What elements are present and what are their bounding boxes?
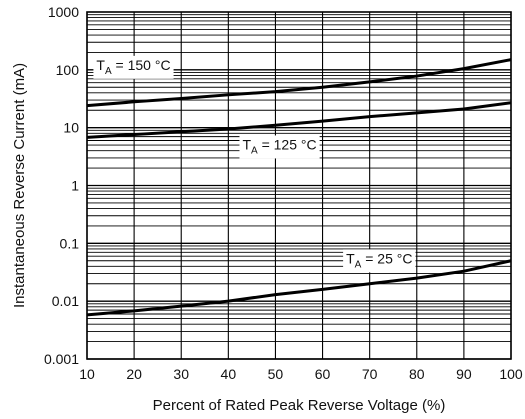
x-tick-label: 20 [126, 366, 142, 382]
x-tick-label: 70 [362, 366, 378, 382]
y-tick-label: 0.001 [44, 351, 79, 367]
series-label-2: TA = 125 °C [239, 135, 320, 159]
y-tick-label: 10 [63, 120, 79, 136]
series-labels-group: TA = 150 °C TA = 125 °C TA = 25 °C [93, 55, 416, 273]
y-tick-label: 1 [71, 178, 79, 194]
x-tick-label: 40 [221, 366, 237, 382]
chart-series-group [86, 58, 512, 317]
series-label-3: TA = 25 °C [343, 249, 416, 273]
series-line-2 [86, 101, 512, 139]
series-line-3 [86, 259, 512, 317]
series-label-text: TA = 150 °C [96, 57, 170, 77]
series-line-1 [86, 58, 512, 108]
y-tick-label: 0.1 [60, 235, 80, 251]
x-tick-label: 80 [409, 366, 425, 382]
series-label-bg [343, 249, 416, 273]
y-tick-label: 100 [56, 62, 80, 78]
x-axis-label: Percent of Rated Peak Reverse Voltage (%… [153, 397, 446, 414]
series-label-1: TA = 150 °C [93, 55, 174, 79]
x-tick-label: 30 [173, 366, 189, 382]
tick-labels-group: 10 20 30 40 50 60 70 80 90 100 0.001 0.01 0.1 1 10 100 1… [44, 4, 523, 382]
series-label-bg [239, 135, 320, 159]
series-label-text: TA = 25 °C [346, 250, 412, 270]
series-label-bg [93, 55, 174, 79]
x-tick-label: 10 [79, 366, 95, 382]
x-tick-label: 60 [315, 366, 331, 382]
x-tick-label: 90 [456, 366, 472, 382]
y-tick-label: 1000 [48, 4, 79, 20]
y-tick-label: 0.01 [52, 293, 79, 309]
x-tick-label: 50 [268, 366, 284, 382]
series-label-text: TA = 125 °C [242, 136, 316, 156]
x-tick-label: 100 [499, 366, 523, 382]
y-axis-label: Instantaneous Reverse Current (mA) [11, 63, 28, 308]
plot-frame [86, 11, 512, 360]
